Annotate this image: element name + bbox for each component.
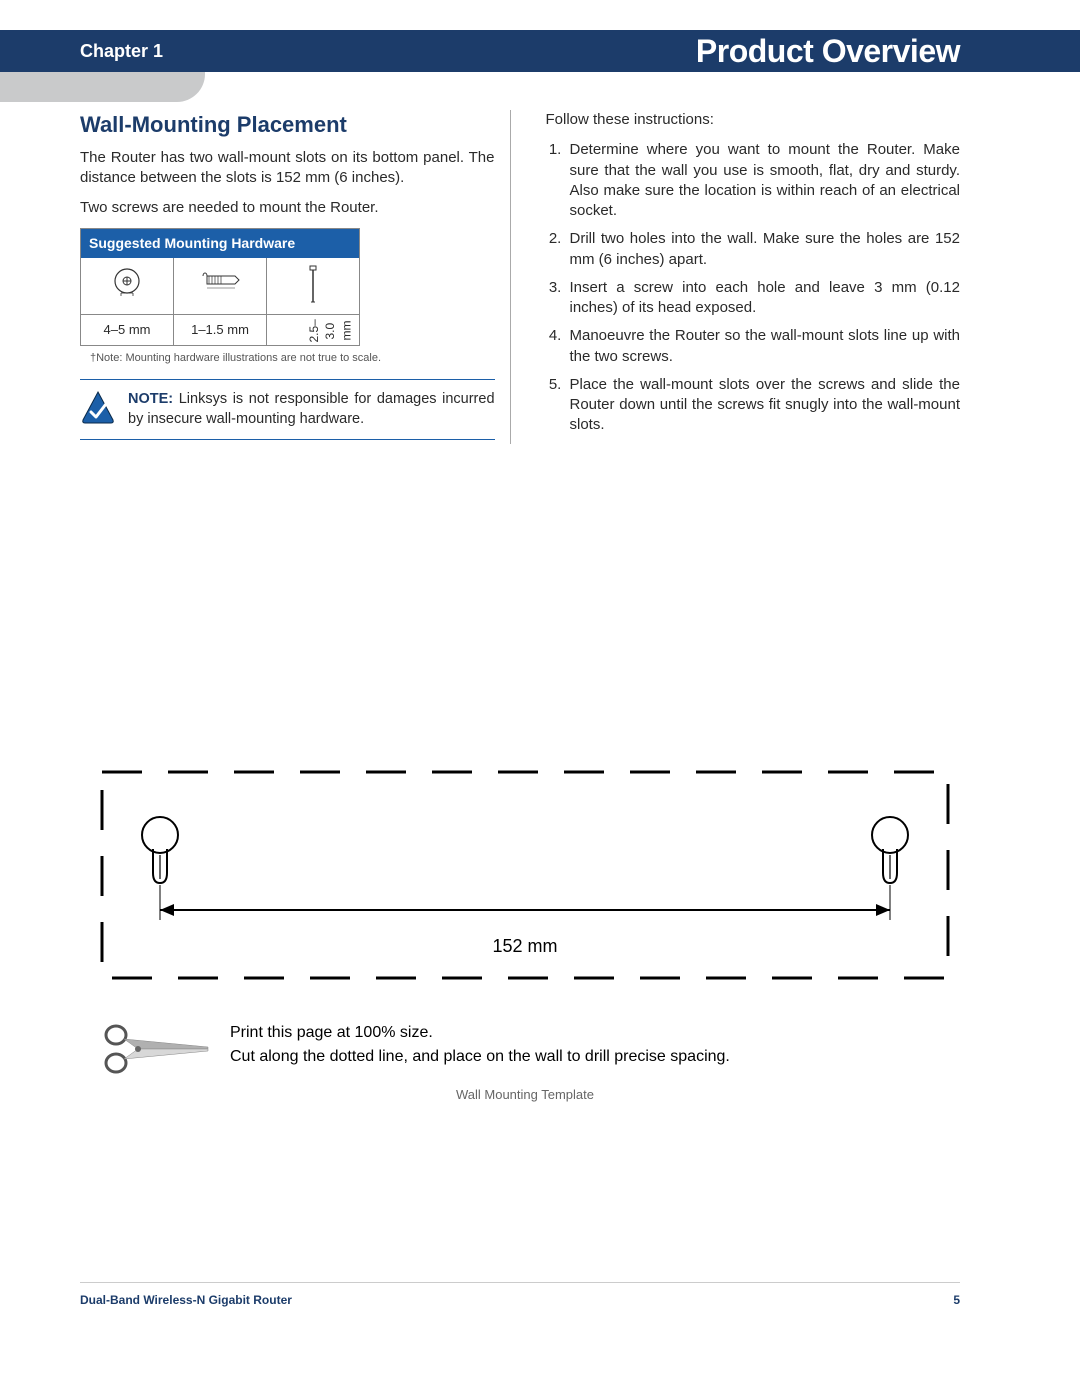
document-page: Chapter 1 Product Overview Wall-Mounting… xyxy=(0,0,1080,1397)
wall-mounting-template: 152 mm Print this page at 100% size. Cut… xyxy=(100,770,950,1110)
scissors-icon xyxy=(100,1019,210,1079)
note-text: NOTE: Linksys is not responsible for dam… xyxy=(128,390,495,429)
hw-cell-2: 1–1.5 mm xyxy=(174,315,267,345)
screw-thread-cell xyxy=(174,258,267,314)
screw-head-icon xyxy=(85,264,169,308)
intro-paragraph-2: Two screws are needed to mount the Route… xyxy=(80,198,495,218)
measurement-label: 152 mm xyxy=(100,936,950,957)
checkmark-triangle-icon xyxy=(80,390,116,426)
footer-page-number: 5 xyxy=(953,1293,960,1307)
header-bar: Chapter 1 Product Overview xyxy=(0,30,1080,72)
screw-length-icon xyxy=(271,264,355,308)
page-footer: Dual-Band Wireless-N Gigabit Router 5 xyxy=(80,1282,960,1307)
step-3: Insert a screw into each hole and leave … xyxy=(566,278,961,319)
page-title: Product Overview xyxy=(696,33,960,70)
chapter-label: Chapter 1 xyxy=(0,30,187,72)
note-body: Linksys is not responsible for damages i… xyxy=(128,391,495,427)
screw-thread-icon xyxy=(178,264,262,308)
hardware-labels-row: 4–5 mm 1–1.5 mm 2.5–3.0 mm xyxy=(81,314,359,345)
gray-tab-decoration xyxy=(0,72,205,102)
left-column: Wall-Mounting Placement The Router has t… xyxy=(80,110,511,444)
content-columns: Wall-Mounting Placement The Router has t… xyxy=(80,110,960,444)
hardware-table-header: Suggested Mounting Hardware xyxy=(81,229,359,258)
hw-cell-3: 2.5–3.0 mm xyxy=(267,315,359,345)
hardware-table: Suggested Mounting Hardware xyxy=(80,228,360,345)
right-column: Follow these instructions: Determine whe… xyxy=(531,110,961,444)
screw-length-cell xyxy=(267,258,359,314)
step-1: Determine where you want to mount the Ro… xyxy=(566,140,961,221)
print-instruction: Print this page at 100% size. xyxy=(230,1021,730,1045)
cut-instruction: Cut along the dotted line, and place on … xyxy=(230,1045,730,1069)
hw-cell-3-label: 2.5–3.0 mm xyxy=(306,317,355,345)
step-4: Manoeuvre the Router so the wall-mount s… xyxy=(566,326,961,367)
instructions-list: Determine where you want to mount the Ro… xyxy=(546,140,961,435)
template-caption: Wall Mounting Template xyxy=(100,1087,950,1102)
intro-paragraph-1: The Router has two wall-mount slots on i… xyxy=(80,148,495,189)
hardware-note: †Note: Mounting hardware illustrations a… xyxy=(90,352,495,365)
scissors-text: Print this page at 100% size. Cut along … xyxy=(230,1019,730,1069)
section-heading: Wall-Mounting Placement xyxy=(80,110,495,140)
instructions-intro: Follow these instructions: xyxy=(546,110,961,130)
note-callout: NOTE: Linksys is not responsible for dam… xyxy=(80,379,495,440)
step-5: Place the wall-mount slots over the scre… xyxy=(566,375,961,436)
screw-head-cell xyxy=(81,258,174,314)
hw-cell-1: 4–5 mm xyxy=(81,315,174,345)
footer-product-name: Dual-Band Wireless-N Gigabit Router xyxy=(80,1293,292,1307)
note-label: NOTE: xyxy=(128,391,173,407)
scissors-instructions: Print this page at 100% size. Cut along … xyxy=(100,1019,950,1079)
hardware-illustration-row xyxy=(81,258,359,314)
step-2: Drill two holes into the wall. Make sure… xyxy=(566,229,961,270)
